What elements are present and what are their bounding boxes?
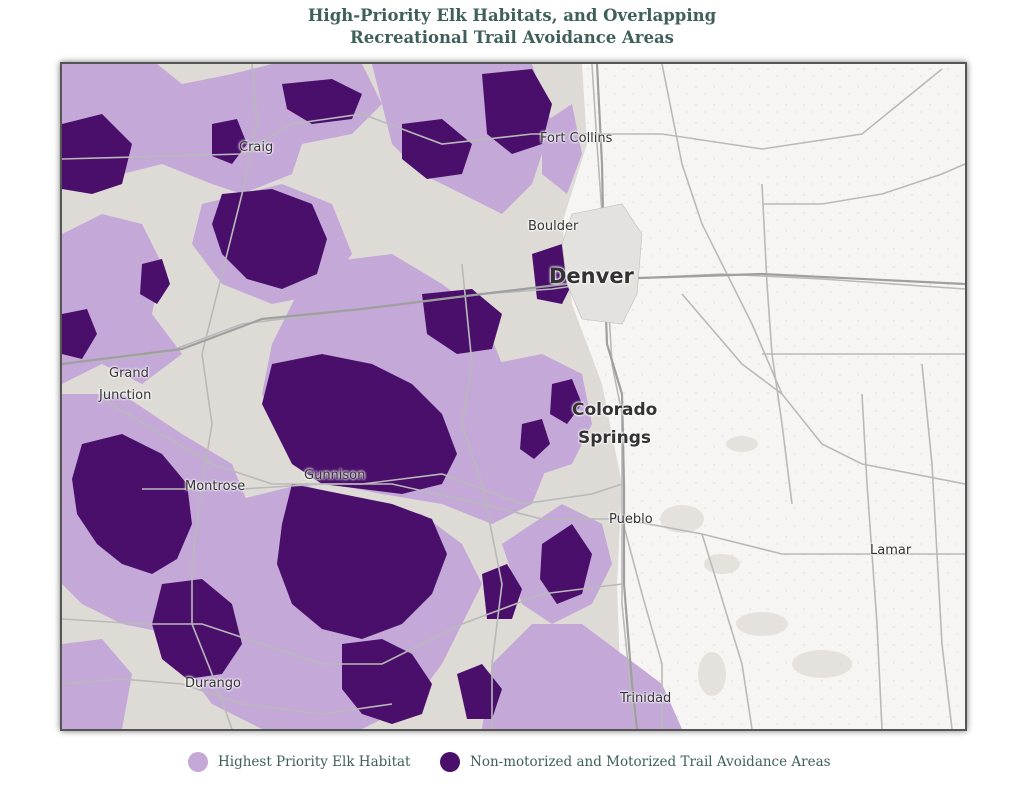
- denver-metro-area: [561, 203, 643, 325]
- city-lamar: Lamar: [870, 543, 912, 558]
- legend-item-avoidance: Non-motorized and Motorized Trail Avoida…: [440, 752, 831, 772]
- city-springs: Springs: [578, 428, 652, 448]
- avoidance-swatch-icon: [440, 752, 460, 772]
- legend-item-habitat: Highest Priority Elk Habitat: [188, 752, 410, 772]
- map-panel[interactable]: Craig Fort Collins Boulder Denver Grand …: [60, 62, 967, 731]
- city-fort-collins: Fort Collins: [540, 131, 613, 146]
- city-colorado: Colorado: [572, 400, 658, 420]
- city-durango: Durango: [185, 676, 242, 691]
- trail-avoidance-layer: [62, 69, 592, 724]
- city-denver: Denver: [549, 264, 634, 288]
- highways: [62, 64, 965, 729]
- city-gunnison: Gunnison: [304, 468, 366, 483]
- map-canvas: [62, 64, 965, 729]
- city-montrose: Montrose: [185, 479, 246, 494]
- map-title: High-Priority Elk Habitats, and Overlapp…: [0, 5, 1024, 49]
- city-trinidad: Trinidad: [620, 691, 672, 706]
- city-junction: Junction: [99, 388, 152, 403]
- habitat-swatch-icon: [188, 752, 208, 772]
- city-pueblo: Pueblo: [609, 512, 653, 527]
- map-legend: Highest Priority Elk Habitat Non-motoriz…: [0, 752, 1024, 776]
- legend-label-habitat: Highest Priority Elk Habitat: [218, 754, 411, 770]
- legend-label-avoidance: Non-motorized and Motorized Trail Avoida…: [470, 754, 831, 770]
- map-title-line2: Recreational Trail Avoidance Areas: [350, 28, 674, 47]
- plains-terrain-patches: [660, 436, 852, 696]
- city-boulder: Boulder: [528, 219, 579, 234]
- map-title-line1: High-Priority Elk Habitats, and Overlapp…: [307, 6, 717, 25]
- city-craig: Craig: [239, 140, 274, 155]
- city-grand: Grand: [109, 366, 149, 381]
